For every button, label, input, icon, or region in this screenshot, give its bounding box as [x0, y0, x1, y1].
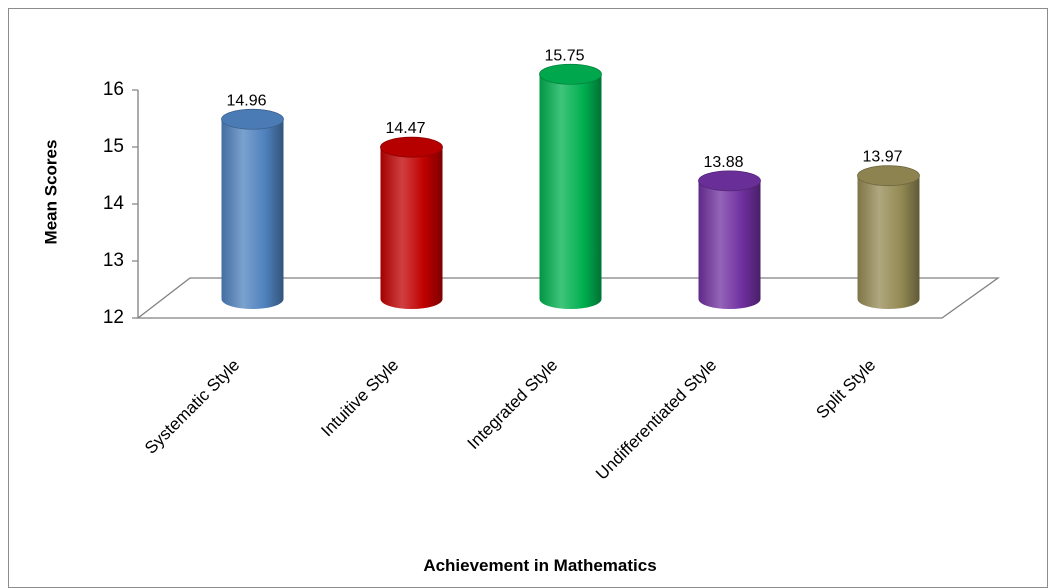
category-label: Split Style [812, 355, 879, 422]
data-label: 14.96 [226, 92, 266, 109]
y-tick-label: 14 [103, 193, 125, 214]
bars [221, 63, 920, 309]
bar-3 [539, 63, 602, 309]
bar-top [380, 136, 443, 158]
x-axis-title: Achievement in Mathematics [423, 556, 656, 575]
bar-2 [380, 136, 443, 309]
y-tick-label: 12 [103, 307, 124, 328]
bar-4 [698, 170, 761, 309]
bar-body [539, 74, 602, 309]
bar-top [698, 170, 761, 192]
bar-body [221, 119, 284, 309]
data-labels: 14.96 14.47 15.75 13.88 13.97 [226, 47, 902, 171]
bar-top [221, 108, 284, 130]
bar-5 [857, 165, 920, 309]
category-label: Systematic Style [141, 355, 243, 457]
bar-top [539, 63, 602, 85]
y-tick-label: 13 [103, 250, 124, 271]
category-label: Undifferentiated Style [592, 355, 720, 483]
bar-body [857, 175, 920, 309]
category-label: Integrated Style [464, 355, 562, 453]
data-label: 13.88 [703, 154, 743, 171]
data-label: 14.47 [385, 120, 425, 137]
category-label: Intuitive Style [317, 355, 402, 440]
y-tick-label: 16 [103, 79, 124, 100]
bar-1 [221, 108, 284, 309]
bar-top [857, 165, 920, 187]
y-axis-title: Mean Scores [41, 140, 60, 245]
y-axis-ticks: 12 13 14 15 16 [103, 79, 138, 328]
category-labels: Systematic Style Intuitive Style Integrate… [141, 355, 879, 483]
data-label: 15.75 [544, 47, 584, 64]
bar-body [698, 180, 761, 309]
data-label: 13.97 [862, 149, 902, 166]
y-tick-label: 15 [103, 136, 124, 157]
bar-body [380, 147, 443, 309]
